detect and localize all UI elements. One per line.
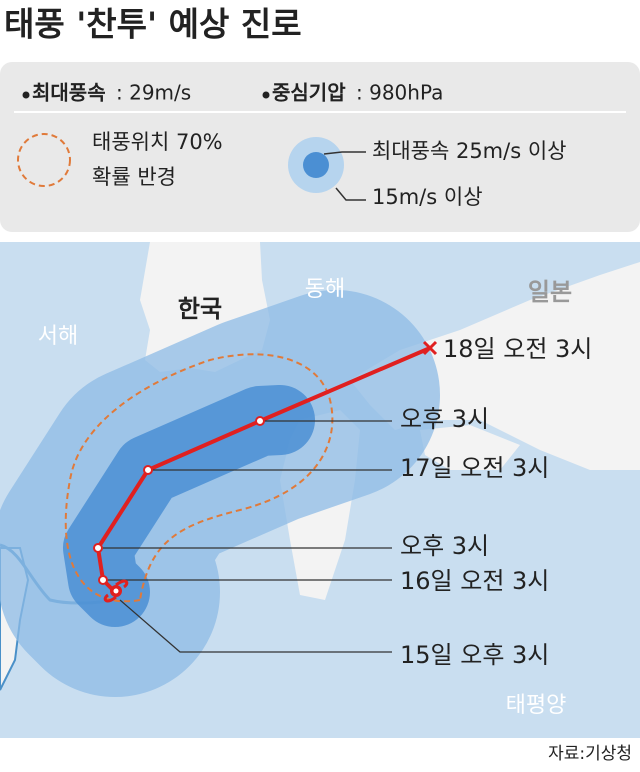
title: 태풍 '찬투' 예상 진로 — [4, 5, 302, 44]
gale-wind-label: 15m/s 이상 — [372, 185, 483, 209]
region-label: 일본 — [528, 278, 572, 306]
track-points — [93, 416, 265, 585]
region-label: 서해 — [38, 324, 78, 349]
track-label: 17일 오전 3시 — [400, 454, 549, 482]
region-label: 태평양 — [506, 693, 567, 718]
track-labels: 18일 오전 3시 오후 3시 17일 오전 3시 오후 3시 16일 오전 3… — [400, 335, 592, 669]
leader — [323, 151, 366, 155]
strong-icon — [303, 152, 329, 178]
map: 한국 동해 일본 서해 태평양 18일 오전 3시 오후 3시 17일 오전 3… — [0, 242, 640, 738]
strong-wind-label: 최대풍속 25m/s 이상 — [372, 139, 566, 163]
end-mark — [422, 340, 438, 356]
track-label: 15일 오후 3시 — [400, 641, 549, 669]
probability-radius — [64, 353, 334, 603]
radius-icon — [17, 133, 71, 187]
max-wind-label: 최대풍속 — [32, 81, 106, 105]
track-label: 16일 오전 3시 — [400, 567, 549, 595]
source: 자료:기상청 — [548, 744, 632, 764]
pressure-label: 중심기압 — [272, 81, 346, 105]
bullet — [22, 91, 30, 99]
radius-label: 확률 반경 — [92, 165, 176, 189]
pressure-value: : 980hPa — [356, 81, 443, 105]
track-label: 오후 3시 — [400, 532, 489, 560]
leaders — [98, 420, 392, 653]
bullet — [262, 91, 270, 99]
leader — [335, 187, 366, 201]
typhoon-icon — [103, 579, 129, 603]
region-label: 한국 — [178, 295, 222, 323]
max-wind-value: : 29m/s — [116, 81, 191, 105]
track-label: 오후 3시 — [400, 405, 489, 433]
region-label: 동해 — [305, 277, 345, 302]
track-label: 18일 오전 3시 — [443, 335, 592, 363]
radius-label: 태풍위치 70% — [92, 130, 223, 154]
shikoku-land — [420, 425, 520, 470]
